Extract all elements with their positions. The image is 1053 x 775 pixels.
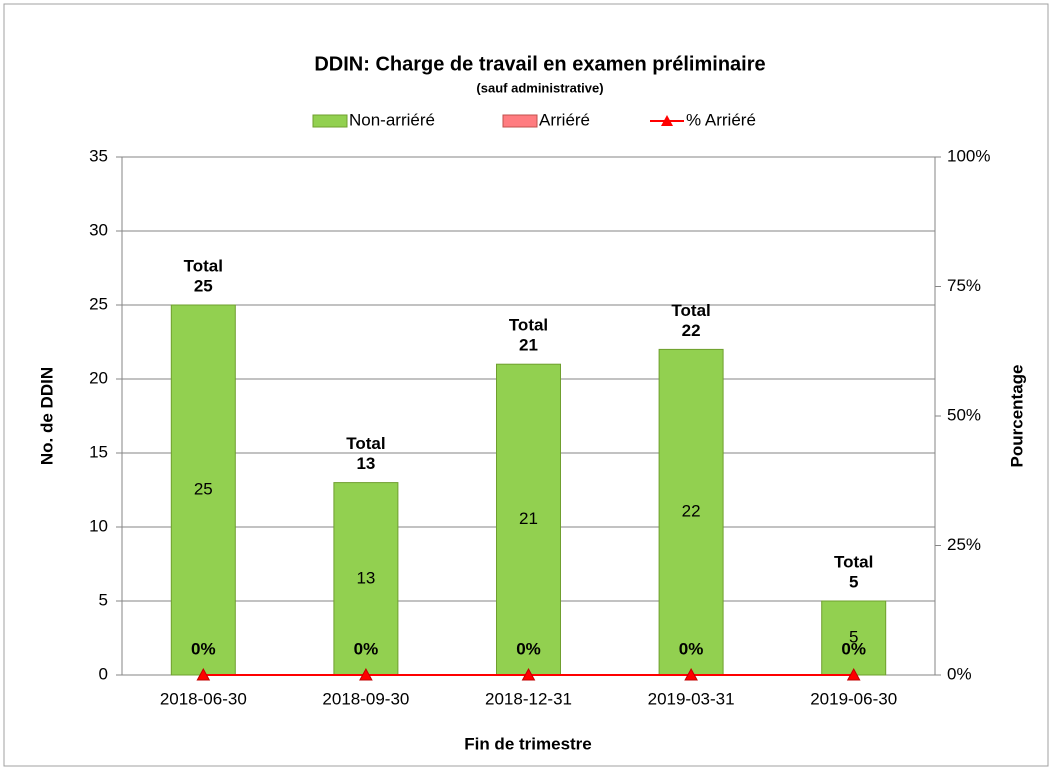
y-tick-label: 5	[99, 590, 108, 609]
bar-value-label: 22	[682, 502, 701, 521]
y-tick-label: 20	[89, 368, 108, 387]
y2-tick-label: 50%	[947, 405, 981, 424]
x-tick-label: 2018-09-30	[322, 689, 409, 708]
total-label: Total	[671, 301, 710, 320]
x-tick-label: 2019-03-31	[648, 689, 735, 708]
total-label: Total	[346, 434, 385, 453]
line-value-label: 0%	[354, 639, 379, 658]
y-tick-label: 25	[89, 294, 108, 313]
line-marker	[359, 667, 373, 681]
y-tick-label: 15	[89, 442, 108, 461]
y2-tick-label: 75%	[947, 276, 981, 295]
legend-swatch	[312, 114, 348, 128]
x-tick-label: 2018-06-30	[160, 689, 247, 708]
bar	[333, 482, 399, 676]
y2-tick-label: 100%	[947, 146, 990, 165]
chart-subtitle: (sauf administrative)	[476, 80, 603, 95]
y-tick-label: 30	[89, 220, 108, 239]
y2-axis-title: Pourcentage	[1007, 365, 1026, 468]
legend-label: % Arriéré	[686, 110, 756, 129]
bar	[821, 600, 887, 676]
total-label: Total	[184, 256, 223, 275]
line-marker	[196, 667, 211, 681]
line-value-label: 0%	[841, 639, 866, 658]
y-tick-label: 10	[89, 516, 108, 535]
total-value: 21	[519, 336, 538, 355]
line-marker	[684, 667, 698, 681]
y-axis-title: No. de DDIN	[37, 367, 56, 465]
legend-marker	[661, 115, 673, 126]
line-marker	[521, 667, 536, 681]
legend-label: Non-arriéré	[349, 110, 435, 129]
line-value-label: 0%	[679, 639, 704, 658]
y-tick-label: 0	[99, 664, 108, 683]
line-value-label: 0%	[516, 639, 541, 658]
bar-value-label: 21	[519, 509, 538, 528]
x-tick-label: 2019-06-30	[810, 689, 897, 708]
line-marker	[846, 667, 861, 681]
chart-title: DDIN: Charge de travail en examen prélim…	[314, 53, 765, 75]
total-value: 5	[849, 572, 858, 591]
bar-value-label: 25	[194, 479, 213, 498]
bar	[496, 363, 561, 676]
total-label: Total	[509, 316, 548, 335]
legend-label: Arriéré	[539, 110, 590, 129]
total-value: 25	[194, 276, 213, 295]
total-label: Total	[834, 552, 873, 571]
bar	[170, 304, 236, 676]
bar-value-label: 5	[849, 627, 858, 646]
bar	[658, 348, 724, 676]
x-tick-label: 2018-12-31	[485, 689, 572, 708]
line-value-label: 0%	[191, 639, 216, 658]
bar-value-label: 13	[356, 568, 375, 587]
legend-swatch	[502, 114, 538, 128]
y2-tick-label: 0%	[947, 664, 972, 683]
total-value: 13	[356, 454, 375, 473]
y-tick-label: 35	[89, 146, 108, 165]
total-value: 22	[682, 321, 701, 340]
x-axis-title: Fin de trimestre	[464, 734, 592, 753]
y2-tick-label: 25%	[947, 535, 981, 554]
